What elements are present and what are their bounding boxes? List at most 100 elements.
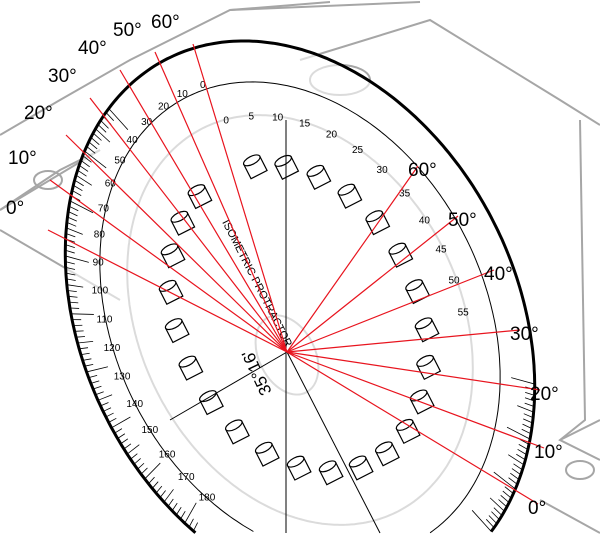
- left-angle-label: 20°: [24, 103, 53, 124]
- red-angle-line: [49, 179, 288, 353]
- peg-icon: [374, 441, 400, 467]
- scale-tick: [69, 200, 94, 214]
- scale-tick: [82, 155, 92, 163]
- scale-tick: [522, 423, 532, 429]
- scale-tick: [491, 511, 500, 520]
- red-angle-line: [192, 43, 288, 353]
- scale-tick: [523, 413, 534, 418]
- scale-tick: [102, 407, 112, 412]
- scale-tick: [75, 174, 92, 186]
- scale-tick: [65, 255, 89, 263]
- outer-scale-label: 160: [159, 449, 176, 460]
- scale-tick: [68, 211, 78, 217]
- scale-tick: [68, 301, 79, 304]
- scale-tick: [90, 380, 100, 384]
- outer-scale-label: 0: [200, 80, 206, 91]
- scale-tick: [70, 313, 94, 315]
- scale-tick: [97, 124, 107, 133]
- outer-scale-label: 40: [127, 135, 139, 146]
- right-angle-label: 50°: [448, 210, 477, 231]
- protractor-body: 0102030405060708090100110120130140150160…: [63, 39, 537, 534]
- scale-tick: [100, 402, 109, 407]
- scale-tick: [79, 347, 89, 350]
- scale-tick: [518, 444, 529, 450]
- right-angle-label: 30°: [510, 324, 539, 345]
- red-angle-line: [286, 215, 459, 353]
- scale-tick: [73, 184, 83, 192]
- inner-scale-label: 25: [352, 145, 364, 156]
- peg-icon: [395, 418, 421, 445]
- scale-tick: [75, 336, 86, 338]
- inner-scale-label: 10: [272, 112, 284, 123]
- scale-tick: [65, 261, 75, 265]
- scale-tick: [68, 205, 79, 212]
- outer-scale-label: 30: [141, 117, 153, 128]
- inner-scale-label: 15: [299, 118, 311, 129]
- scale-tick: [66, 278, 76, 281]
- outer-scale-label: 130: [114, 371, 131, 382]
- scale-tick: [88, 141, 98, 150]
- scale-tick: [130, 453, 138, 460]
- outer-scale-label: 20: [158, 102, 170, 113]
- peg-icon: [306, 164, 332, 191]
- right-angle-label: 40°: [484, 264, 513, 285]
- scale-tick: [84, 150, 107, 169]
- scale-tick: [114, 428, 123, 434]
- scale-tick: [521, 428, 532, 435]
- outer-scale-label: 170: [178, 472, 195, 483]
- outer-scale-label: 10: [177, 89, 189, 100]
- scale-tick: [97, 394, 113, 401]
- scale-tick: [133, 458, 141, 465]
- scale-tick: [111, 416, 131, 429]
- scale-tick: [144, 462, 161, 480]
- scale-tick: [93, 385, 102, 390]
- scale-tick: [65, 272, 76, 276]
- scale-tick: [175, 506, 182, 516]
- red-angle-line: [154, 51, 288, 353]
- scale-tick: [71, 190, 82, 196]
- scale-tick: [80, 352, 90, 356]
- peg-icon: [414, 317, 440, 343]
- red-angle-line: [286, 329, 521, 353]
- right-angle-label: 10°: [534, 442, 563, 463]
- scale-tick: [159, 490, 166, 498]
- scale-tick: [486, 519, 495, 528]
- scale-tick: [77, 340, 94, 344]
- scale-tick: [524, 402, 535, 407]
- inner-scale-label: 45: [435, 245, 447, 256]
- scale-tick: [504, 486, 514, 494]
- scale-tick: [471, 510, 492, 532]
- outer-scale-label: 50: [114, 156, 126, 167]
- scale-tick: [66, 227, 83, 235]
- inner-scale-label: 30: [377, 165, 389, 176]
- scale-tick: [525, 391, 535, 396]
- red-angle-line: [119, 69, 288, 353]
- scale-tick: [163, 489, 174, 503]
- scale-tick: [137, 462, 145, 470]
- outer-scale-label: 90: [93, 257, 105, 268]
- scale-tick: [506, 426, 531, 440]
- scale-tick: [100, 120, 109, 129]
- scale-tick: [68, 295, 78, 298]
- inner-scale-label: 0: [223, 116, 229, 127]
- scale-tick: [511, 468, 522, 476]
- outer-scale-label: 80: [94, 230, 106, 241]
- outer-scale-label: 100: [92, 286, 109, 297]
- scale-tick: [511, 377, 535, 385]
- inner-rim: [99, 81, 501, 534]
- scale-tick: [117, 433, 126, 439]
- red-angle-line: [65, 134, 288, 353]
- scale-tick: [67, 216, 77, 222]
- scale-tick: [508, 454, 525, 466]
- peg-icon: [388, 242, 414, 268]
- scale-tick: [67, 290, 77, 293]
- red-angle-line: [286, 351, 539, 505]
- outer-scale-label: 150: [142, 425, 159, 436]
- scale-tick: [80, 160, 90, 168]
- scale-tick: [140, 467, 148, 475]
- peg-icon: [286, 455, 312, 481]
- outer-scale-label: 60: [105, 178, 117, 189]
- scale-tick: [493, 507, 503, 516]
